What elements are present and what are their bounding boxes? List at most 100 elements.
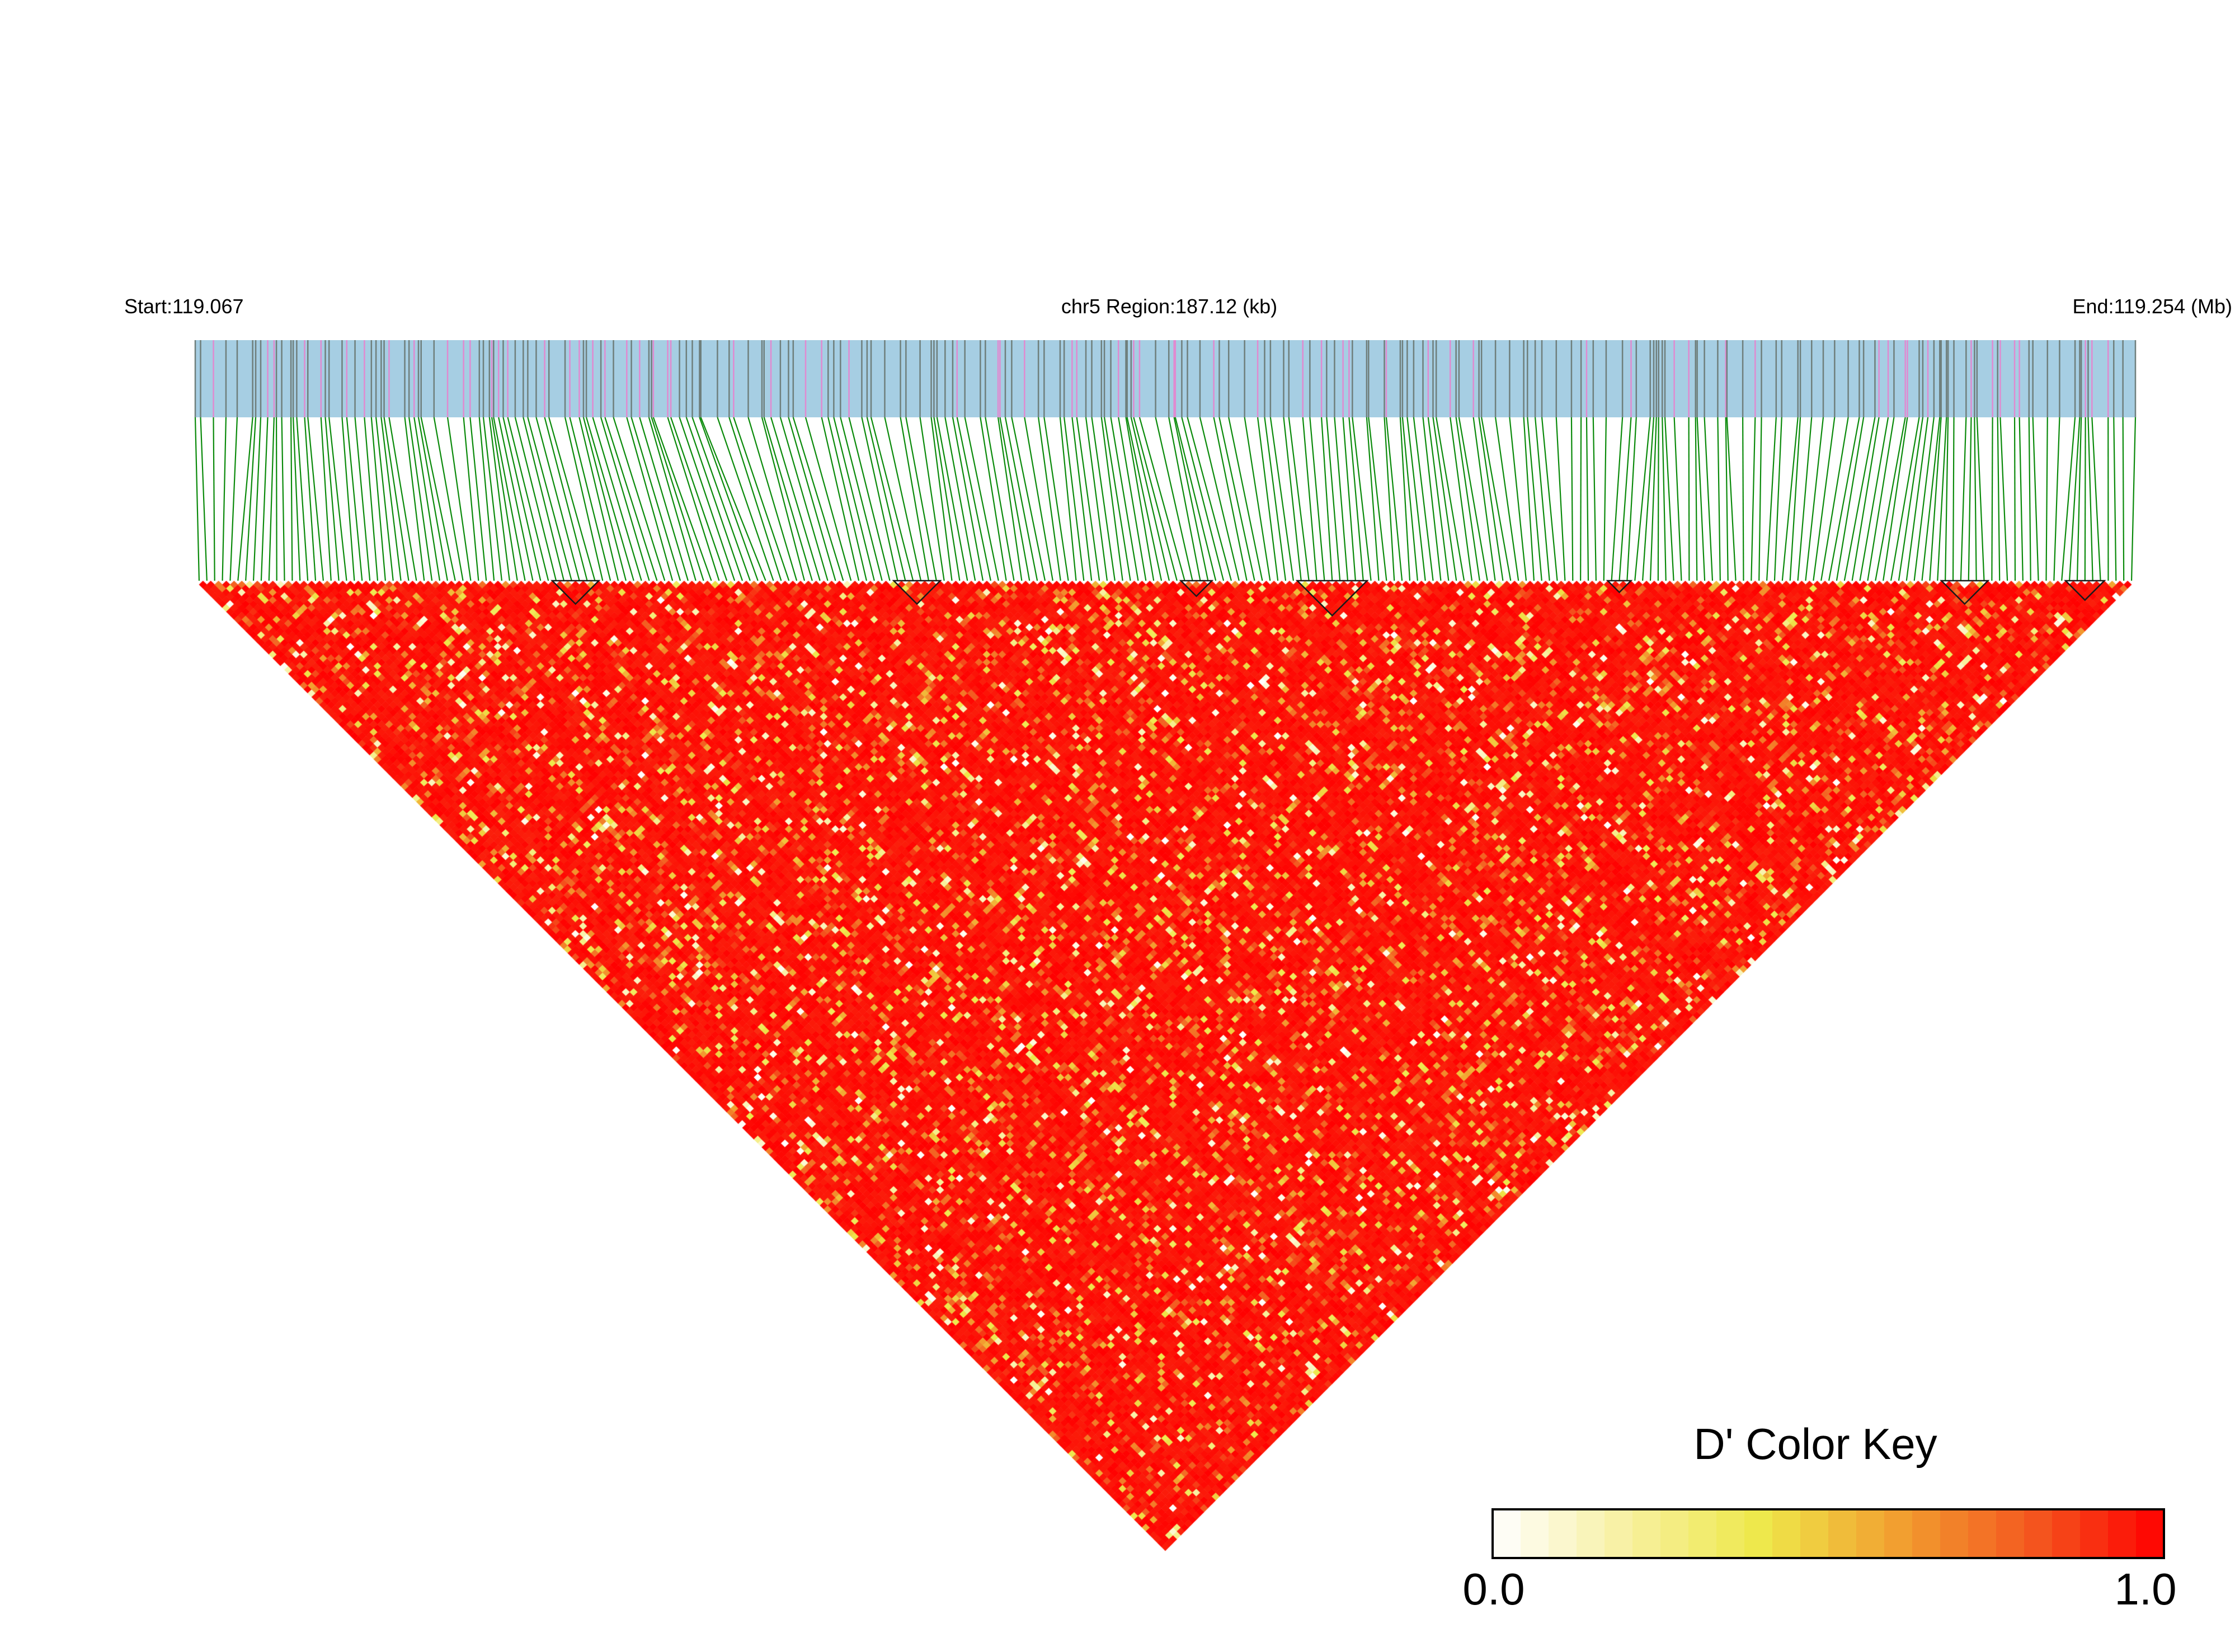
snp-connector <box>1366 417 1380 581</box>
snp-position-track <box>195 340 2135 417</box>
snp-connector <box>1751 417 1756 581</box>
snp-connector <box>1570 417 1574 581</box>
snp-connector <box>523 417 564 581</box>
haplotype-block <box>550 580 601 605</box>
snp-connector <box>417 417 448 581</box>
snp-connector <box>1168 417 1201 581</box>
snp-connector <box>346 417 363 581</box>
snp-connector <box>1773 417 1782 581</box>
haplotype-block <box>1940 580 1990 605</box>
snp-connector <box>1836 417 1865 581</box>
snp-connector <box>1213 417 1248 581</box>
snp-connector <box>1458 417 1488 581</box>
snp-connector <box>1929 417 1942 581</box>
snp-connector <box>478 417 495 581</box>
snp-connector <box>1218 417 1255 581</box>
snp-connector <box>1945 417 1949 581</box>
snp-connector <box>679 417 736 581</box>
snp-connector <box>1309 417 1325 581</box>
snp-connector <box>733 417 790 581</box>
snp-connector <box>1695 417 1698 581</box>
snp-connector <box>268 417 275 581</box>
color-key-swatch <box>1577 1509 1605 1558</box>
snp-connector <box>1626 417 1637 581</box>
snp-connector <box>222 417 227 581</box>
snp-connector <box>502 417 542 581</box>
snp-connector <box>833 417 875 581</box>
snp-connector <box>1523 417 1535 581</box>
color-key-swatch <box>2052 1509 2081 1558</box>
snp-connector <box>586 417 634 581</box>
snp-connector <box>1283 417 1302 581</box>
snp-connector <box>498 417 534 581</box>
snp-connector <box>544 417 588 581</box>
snp-connector <box>1103 417 1131 581</box>
snp-connector <box>1085 417 1108 581</box>
snp-connector <box>1704 417 1714 581</box>
snp-connector <box>861 417 898 581</box>
snp-connector <box>944 417 976 581</box>
haplotype-block <box>1179 580 1214 597</box>
snp-connector <box>747 417 798 581</box>
snp-connector <box>535 417 580 581</box>
snp-connector <box>1071 417 1093 581</box>
snp-connector <box>380 417 402 581</box>
haplotype-block <box>2064 580 2106 601</box>
snp-connector <box>1952 417 1955 581</box>
snp-connector <box>1974 417 1977 581</box>
snp-connector <box>482 417 503 581</box>
color-key-swatch <box>1521 1509 1549 1558</box>
snp-connector <box>604 417 658 581</box>
snp-connector <box>1401 417 1418 581</box>
snp-connector <box>1726 417 1737 581</box>
snp-connector <box>2084 417 2086 581</box>
snp-connector <box>1326 417 1341 581</box>
snp-connector <box>821 417 860 581</box>
snp-connector <box>1118 417 1147 581</box>
color-key-swatch <box>1968 1509 1997 1558</box>
snp-connector <box>354 417 371 581</box>
snp-connector <box>648 417 697 581</box>
snp-connector <box>1898 417 1924 581</box>
snp-connector <box>213 417 215 581</box>
snp-connector <box>952 417 984 581</box>
snp-connector <box>1478 417 1504 581</box>
snp-connector <box>413 417 441 581</box>
snp-connector <box>1334 417 1349 581</box>
snp-connector <box>1043 417 1069 581</box>
color-key-swatch <box>1605 1509 1633 1558</box>
snp-connector <box>2130 417 2137 581</box>
snp-connector <box>1580 417 1582 581</box>
color-key-swatch <box>1772 1509 1801 1558</box>
snp-connector <box>1997 417 2001 581</box>
haplotype-block-outlines <box>550 580 2106 617</box>
snp-connector <box>433 417 464 581</box>
snp-connector <box>1076 417 1100 581</box>
snp-connector <box>469 417 487 581</box>
snp-connector <box>1244 417 1271 581</box>
snp-connector <box>1843 417 1876 581</box>
snp-connector <box>600 417 650 581</box>
snp-connector <box>670 417 728 581</box>
snp-connector <box>1820 417 1849 581</box>
snp-connector <box>237 417 253 581</box>
snp-connector <box>1228 417 1263 581</box>
snp-connector <box>1527 417 1542 581</box>
snp-connector <box>1432 417 1457 581</box>
snp-connector <box>1472 417 1496 581</box>
snp-connector <box>1064 417 1085 581</box>
snp-connector <box>292 417 301 581</box>
snp-connector <box>1725 417 1729 581</box>
snp-connector <box>1664 417 1674 581</box>
snp-connector <box>613 417 666 581</box>
color-key-swatch <box>1632 1509 1661 1558</box>
snp-position-ticks <box>194 340 2137 417</box>
snp-connector <box>507 417 549 581</box>
snp-connector <box>1875 417 1906 581</box>
snp-connector <box>1436 417 1465 581</box>
snp-connector <box>328 417 347 581</box>
snp-connector <box>383 417 410 581</box>
snp-connector <box>1696 417 1706 581</box>
snp-connector <box>514 417 557 581</box>
